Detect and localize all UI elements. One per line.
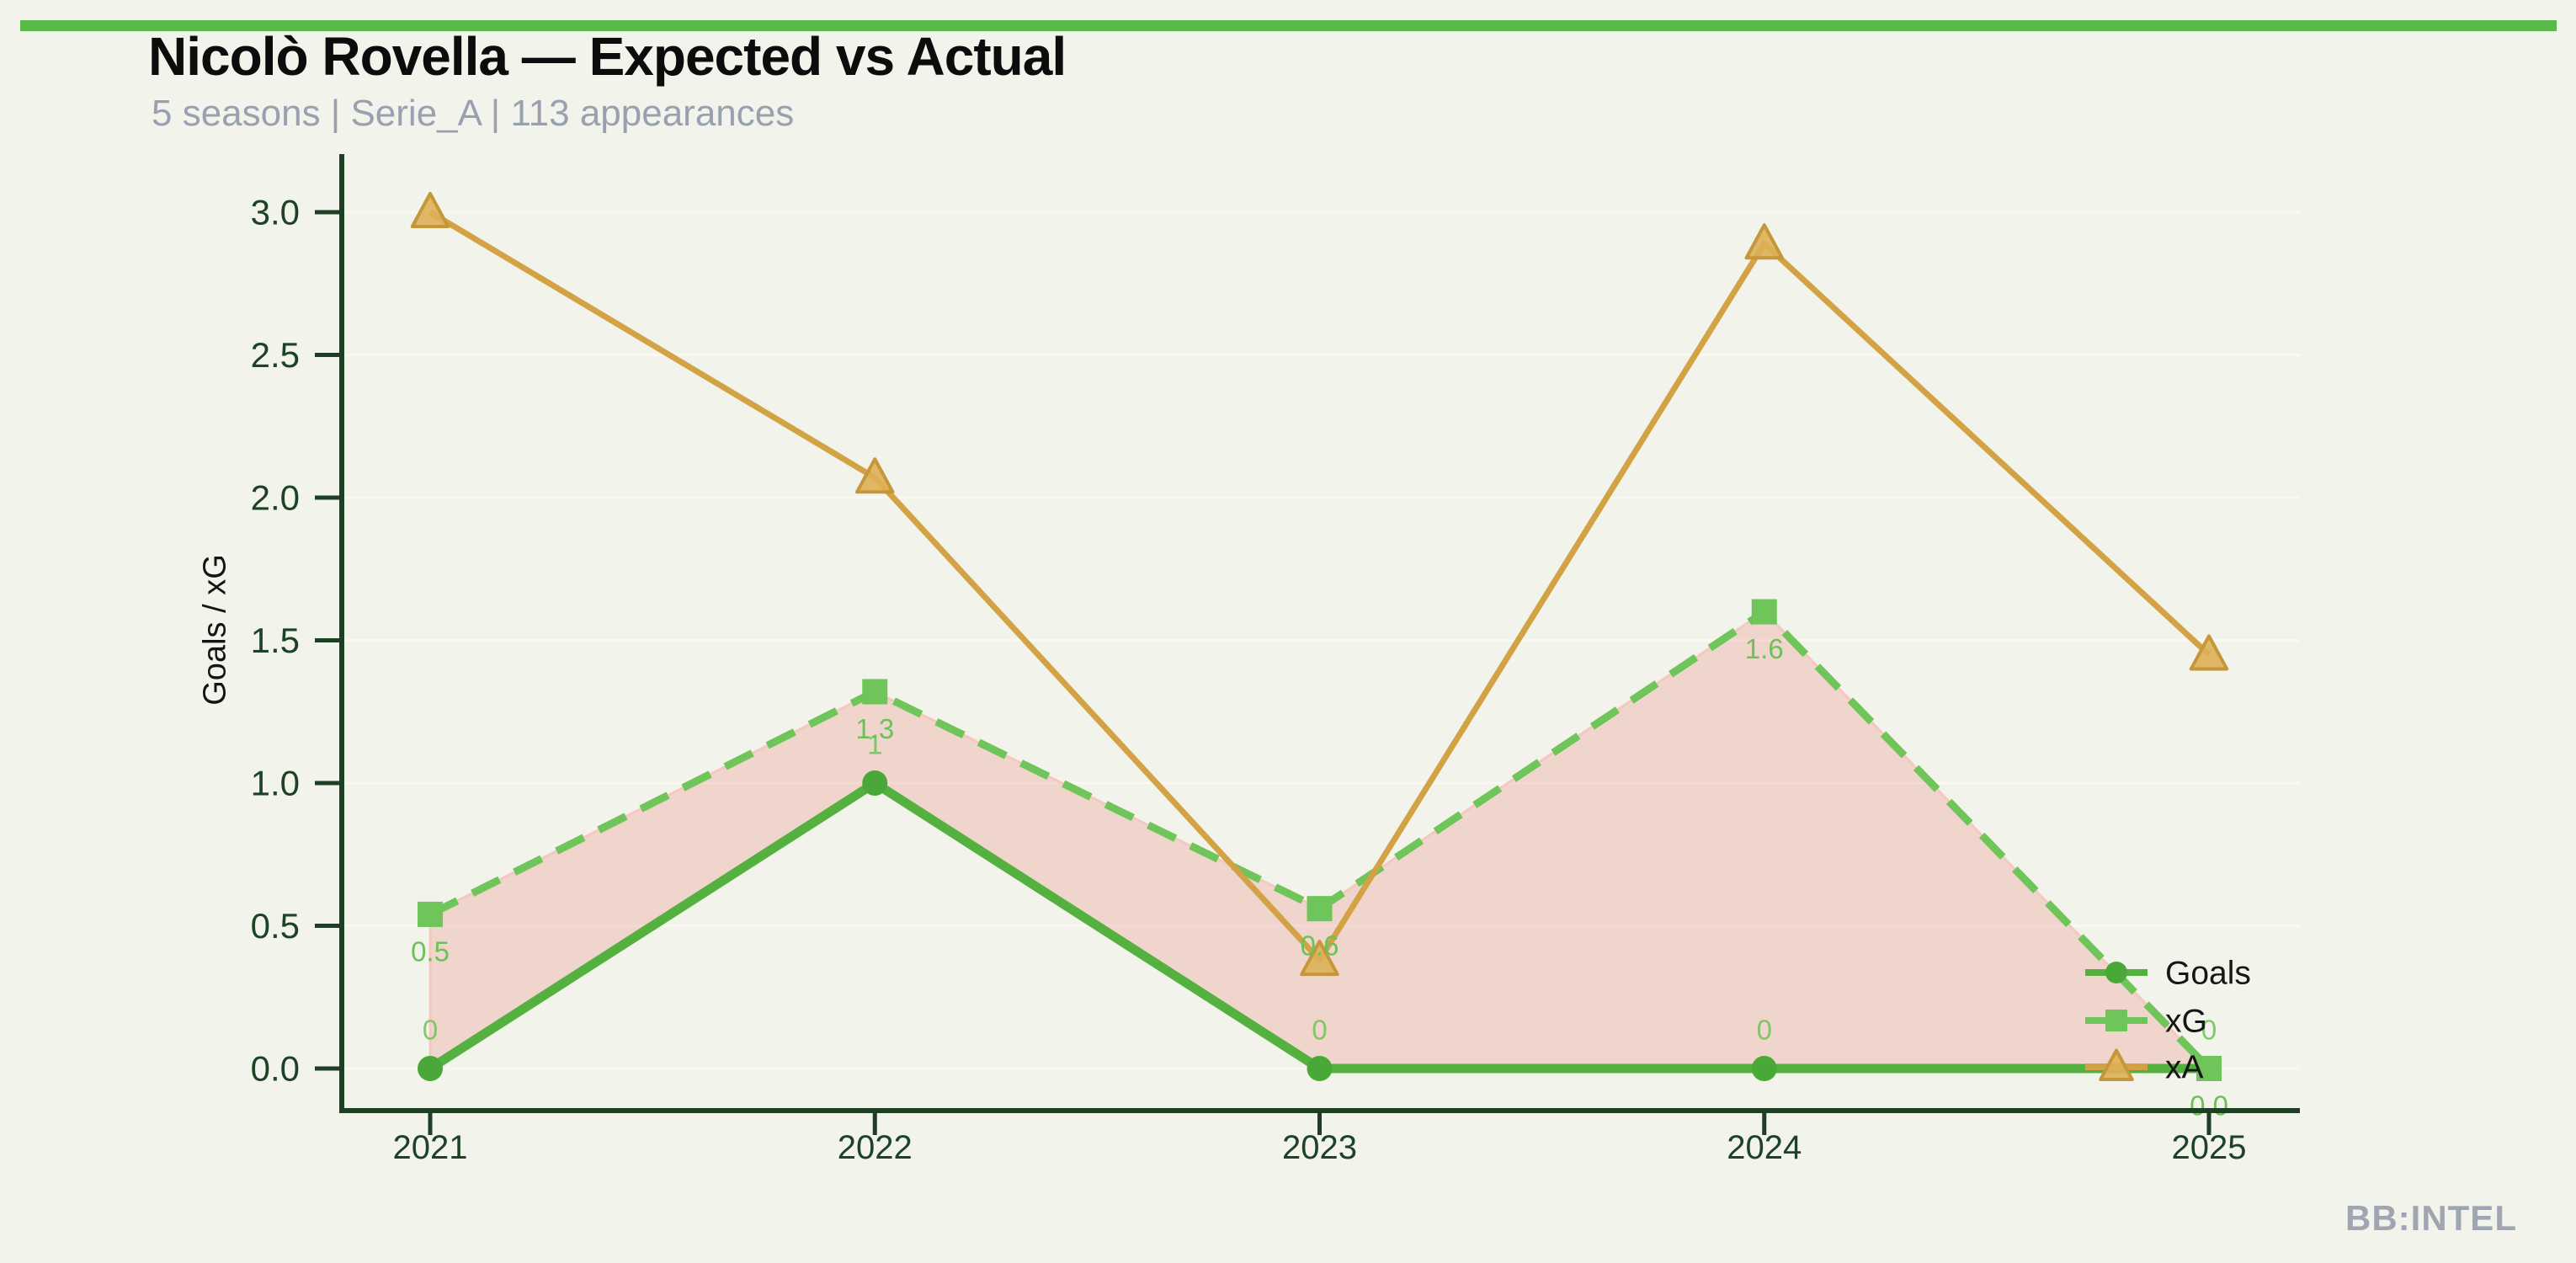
watermark: BB:INTEL [2345,1198,2517,1238]
legend-marker-xa [2099,1048,2134,1081]
y-tick-label: 3.0 [251,193,300,232]
page-subtitle: 5 seasons | Serie_A | 113 appearances [152,93,795,134]
point-label: 1.6 [1745,633,1784,664]
page-title: Nicolò Rovella — Expected vs Actual [148,26,1067,87]
y-tick-label: 1.0 [251,764,300,803]
x-tick-label: 2024 [1727,1129,1802,1166]
series-xa-marker [1744,223,1784,260]
series-goals-marker [1307,1056,1333,1081]
point-label: 0 [1312,1015,1327,1046]
point-label: 1.3 [855,713,894,744]
legend-label-goals: Goals [2165,956,2251,992]
series-xg-marker [1751,599,1777,625]
legend-marker-xg [2105,1010,2127,1031]
x-tick-label: 2022 [838,1129,913,1166]
point-label: 0.6 [1301,930,1339,962]
y-tick-label: 1.5 [251,621,300,660]
point-label: 0 [423,1015,438,1046]
series-xg-marker [1307,896,1333,922]
series-goals-marker [862,770,888,796]
y-tick-label: 2.5 [251,335,300,375]
y-tick-label: 0.5 [251,906,300,946]
x-tick-label: 2025 [2172,1129,2247,1166]
series-xg-marker [418,901,443,927]
series-goals-marker [418,1056,443,1081]
xg-goals-gap-fill [428,610,2212,1071]
legend-marker-goals [2105,962,2127,983]
series-xa-marker [1300,940,1339,977]
series-xg-marker [2196,1056,2222,1081]
legend-label-xa: xA [2165,1050,2204,1086]
series-xg-marker [862,679,888,705]
series-xa-marker [2189,634,2229,671]
point-label: 0 [1757,1015,1772,1046]
x-tick-label: 2023 [1282,1129,1357,1166]
series-xa-marker [410,191,450,228]
top-accent-bar [20,20,2557,31]
series-xa-marker [855,457,895,494]
y-tick-label: 0.0 [251,1049,300,1089]
series-goals-marker [1751,1056,1777,1081]
point-label: 1 [867,729,882,760]
x-tick-label: 2021 [393,1129,468,1166]
point-label: 0 [2201,1015,2217,1046]
legend-label-xg: xG [2165,1004,2207,1040]
point-label: 0.5 [411,935,450,967]
y-tick-label: 2.0 [251,478,300,518]
